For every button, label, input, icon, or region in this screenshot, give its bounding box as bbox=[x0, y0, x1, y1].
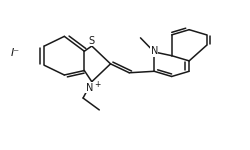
Text: +: + bbox=[94, 80, 100, 89]
Text: N: N bbox=[85, 83, 92, 93]
Text: I⁻: I⁻ bbox=[11, 48, 20, 58]
Text: S: S bbox=[88, 36, 94, 46]
Text: N: N bbox=[150, 46, 157, 56]
